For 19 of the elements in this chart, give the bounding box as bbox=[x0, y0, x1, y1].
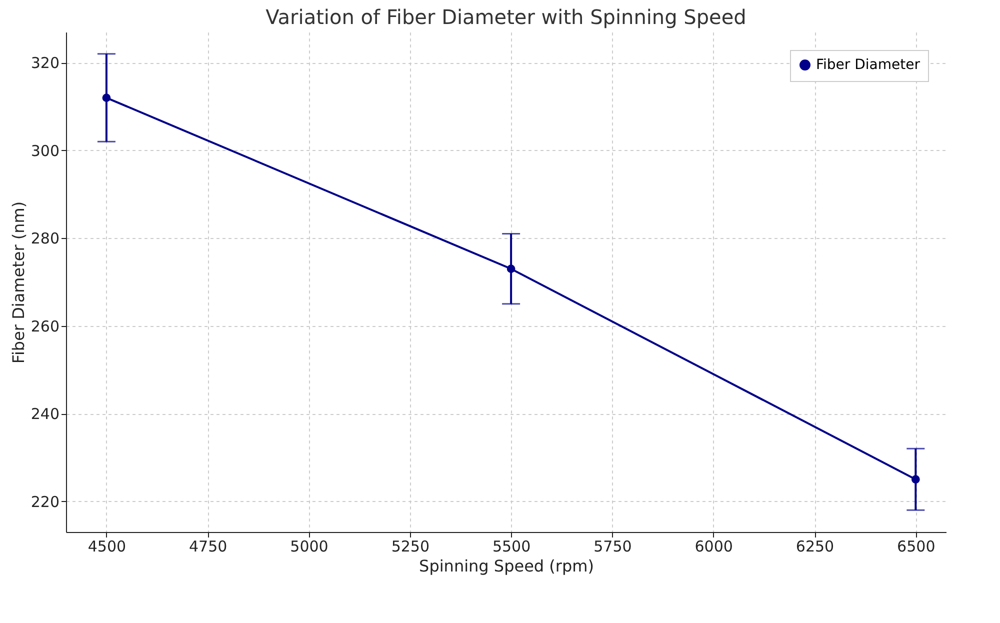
x-tick-label: 6000 bbox=[694, 538, 733, 556]
x-axis-title: Spinning Speed (rpm) bbox=[419, 556, 594, 576]
x-tick-label: 5750 bbox=[594, 538, 632, 556]
x-tick-label: 6500 bbox=[897, 538, 936, 556]
y-tick-label: 220 bbox=[30, 492, 60, 511]
y-axis-title: Fiber Diameter (nm) bbox=[8, 201, 28, 364]
y-tick-label: 320 bbox=[30, 54, 60, 72]
x-tick-label: 5250 bbox=[391, 538, 430, 556]
x-tick-label: 6250 bbox=[796, 538, 834, 556]
y-tick-label: 240 bbox=[30, 405, 60, 424]
y-tick-label: 300 bbox=[30, 142, 60, 160]
y-tick-label: 280 bbox=[30, 230, 60, 248]
x-tick-label: 4500 bbox=[88, 538, 126, 556]
y-tick-label: 260 bbox=[30, 317, 60, 336]
x-tick-label: 5000 bbox=[290, 538, 328, 556]
legend-label: Fiber Diameter bbox=[816, 57, 920, 73]
chart-title: Variation of Fiber Diameter with Spinning Speed bbox=[266, 5, 746, 29]
x-tick-label: 5500 bbox=[492, 538, 531, 556]
x-tick-label: 4750 bbox=[189, 538, 228, 556]
